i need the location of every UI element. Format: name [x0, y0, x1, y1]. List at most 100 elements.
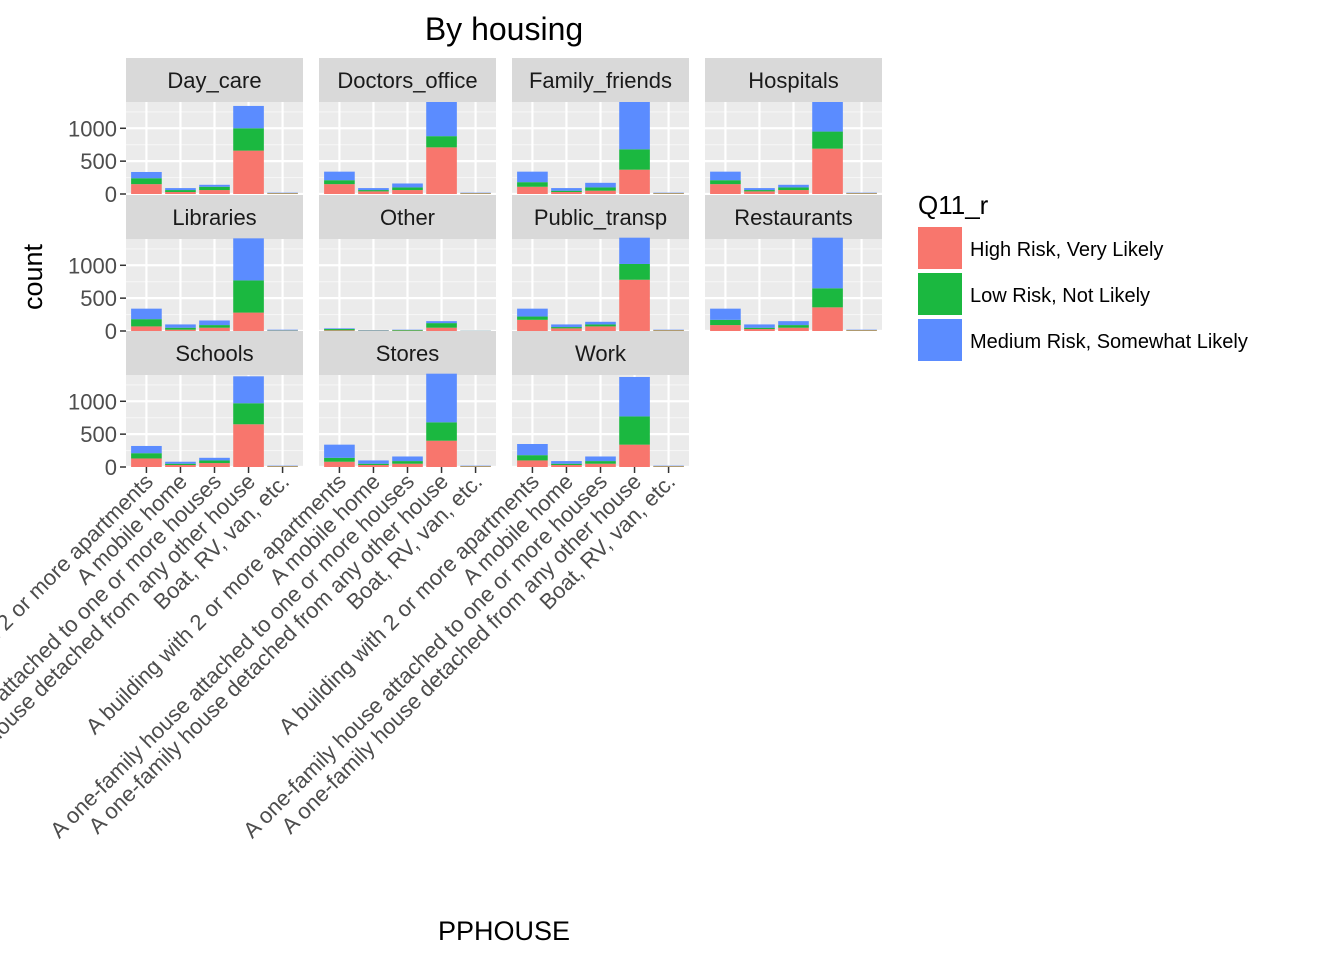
bar-segment-medium-risk-somewhat-likely: [392, 456, 423, 462]
bar-segment-low-risk-not-likely: [233, 128, 264, 151]
bar-segment-high-risk-very-likely: [551, 328, 582, 331]
legend-label: Medium Risk, Somewhat Likely: [970, 331, 1248, 353]
bar-segment-low-risk-not-likely: [710, 180, 741, 185]
bar-segment-high-risk-very-likely: [165, 465, 196, 467]
bar-segment-high-risk-very-likely: [426, 440, 457, 467]
bar-segment-medium-risk-somewhat-likely: [324, 171, 355, 181]
bar-segment-low-risk-not-likely: [392, 187, 423, 191]
bar-segment-high-risk-very-likely: [131, 326, 162, 331]
facet-strip: [126, 195, 303, 239]
bar-segment-low-risk-not-likely: [165, 463, 196, 466]
bar-segment-medium-risk-somewhat-likely: [778, 321, 809, 326]
bar-segment-high-risk-very-likely: [426, 327, 457, 331]
facet-strip: [319, 331, 496, 375]
bar-segment-high-risk-very-likely: [778, 327, 809, 331]
bar-segment-medium-risk-somewhat-likely: [551, 461, 582, 464]
bar-segment-low-risk-not-likely: [131, 453, 162, 459]
bar-segment-low-risk-not-likely: [199, 325, 230, 328]
bar-segment-medium-risk-somewhat-likely: [267, 329, 298, 331]
bar-segment-high-risk-very-likely: [267, 466, 298, 467]
y-tick-label: 1000: [68, 253, 117, 278]
bar-segment-high-risk-very-likely: [460, 466, 491, 467]
bar-segment-high-risk-very-likely: [653, 330, 684, 331]
bar-segment-high-risk-very-likely: [744, 329, 775, 331]
bar-segment-medium-risk-somewhat-likely: [778, 184, 809, 188]
bar-segment-low-risk-not-likely: [619, 263, 650, 280]
facet-panel-family-friends: Family_friends: [512, 58, 689, 196]
facet-strip-label: Other: [380, 205, 435, 230]
bar-segment-high-risk-very-likely: [358, 191, 389, 194]
bar-segment-medium-risk-somewhat-likely: [517, 444, 548, 456]
bar-segment-high-risk-very-likely: [619, 444, 650, 467]
bar-segment-high-risk-very-likely: [131, 184, 162, 194]
bar-segment-low-risk-not-likely: [426, 323, 457, 328]
facet-panels: Day_care Doctors_office Family_friends Hosp…: [126, 58, 882, 469]
y-tick-label: 0: [105, 182, 117, 207]
facet-panel-doctors-office: Doctors_office: [319, 58, 496, 196]
bar-segment-medium-risk-somewhat-likely: [619, 102, 650, 150]
bar-segment-high-risk-very-likely: [233, 312, 264, 331]
bar-segment-low-risk-not-likely: [710, 319, 741, 326]
bar-segment-low-risk-not-likely: [585, 187, 616, 191]
y-tick-label: 0: [105, 319, 117, 344]
y-axes: 0 500 1000 0 500 1000 0 500 1000: [68, 116, 126, 480]
bar-segment-medium-risk-somewhat-likely: [165, 188, 196, 191]
bar-segment-low-risk-not-likely: [131, 178, 162, 185]
facet-strip-label: Libraries: [172, 205, 256, 230]
y-tick-label: 500: [80, 422, 117, 447]
bar-segment-high-risk-very-likely: [778, 190, 809, 194]
bar-segment-low-risk-not-likely: [426, 422, 457, 441]
bar-segment-high-risk-very-likely: [324, 461, 355, 467]
bar-segment-medium-risk-somewhat-likely: [131, 171, 162, 179]
bar-segment-low-risk-not-likely: [744, 190, 775, 192]
y-axis-label: count: [18, 243, 48, 310]
bar-segment-medium-risk-somewhat-likely: [585, 456, 616, 462]
bar-segment-high-risk-very-likely: [585, 326, 616, 331]
legend-swatch-medium-risk-somewhat-likely: [918, 319, 962, 361]
bar-segment-low-risk-not-likely: [199, 186, 230, 191]
bar-segment-high-risk-very-likely: [165, 192, 196, 194]
facet-strip-label: Doctors_office: [337, 68, 477, 93]
bar-segment-medium-risk-somewhat-likely: [585, 182, 616, 188]
bar-segment-high-risk-very-likely: [653, 193, 684, 194]
facet-strip-label: Public_transp: [534, 205, 667, 230]
bar-segment-low-risk-not-likely: [358, 463, 389, 466]
facet-strip: [512, 195, 689, 239]
legend-label: High Risk, Very Likely: [970, 239, 1163, 261]
bar-segment-high-risk-very-likely: [460, 193, 491, 194]
bar-segment-low-risk-not-likely: [358, 190, 389, 192]
bar-segment-low-risk-not-likely: [619, 416, 650, 445]
facet-panel-stores: Stores: [319, 331, 496, 469]
bar-segment-low-risk-not-likely: [426, 136, 457, 148]
facet-strip-label: Day_care: [167, 68, 261, 93]
bar-segment-high-risk-very-likely: [619, 279, 650, 331]
bar-segment-high-risk-very-likely: [653, 466, 684, 467]
bar-segment-high-risk-very-likely: [585, 463, 616, 467]
chart-title: By housing: [425, 11, 583, 47]
bar-segment-high-risk-very-likely: [812, 307, 843, 331]
bar-segment-medium-risk-somewhat-likely: [426, 321, 457, 324]
facet-strip-label: Restaurants: [734, 205, 853, 230]
bar-segment-low-risk-not-likely: [233, 280, 264, 313]
bar-segment-medium-risk-somewhat-likely: [619, 237, 650, 264]
legend-label: Low Risk, Not Likely: [970, 285, 1150, 307]
bar-segment-high-risk-very-likely: [267, 193, 298, 194]
bar-segment-low-risk-not-likely: [165, 190, 196, 193]
facet-panel-libraries: Libraries: [126, 195, 303, 333]
facet-strip-label: Hospitals: [748, 68, 838, 93]
bar-segment-high-risk-very-likely: [233, 424, 264, 467]
bar-segment-low-risk-not-likely: [199, 460, 230, 464]
legend-swatch-low-risk-not-likely: [918, 273, 962, 315]
bar-segment-high-risk-very-likely: [199, 190, 230, 194]
bar-segment-high-risk-very-likely: [392, 463, 423, 467]
bar-segment-medium-risk-somewhat-likely: [165, 461, 196, 464]
facet-panel-day-care: Day_care: [126, 58, 303, 196]
bar-segment-low-risk-not-likely: [778, 187, 809, 191]
bar-segment-low-risk-not-likely: [812, 131, 843, 149]
bar-segment-medium-risk-somewhat-likely: [392, 183, 423, 188]
bar-segment-medium-risk-somewhat-likely: [710, 308, 741, 320]
y-tick-label: 0: [105, 455, 117, 480]
y-tick-label: 500: [80, 286, 117, 311]
bar-segment-low-risk-not-likely: [551, 463, 582, 466]
